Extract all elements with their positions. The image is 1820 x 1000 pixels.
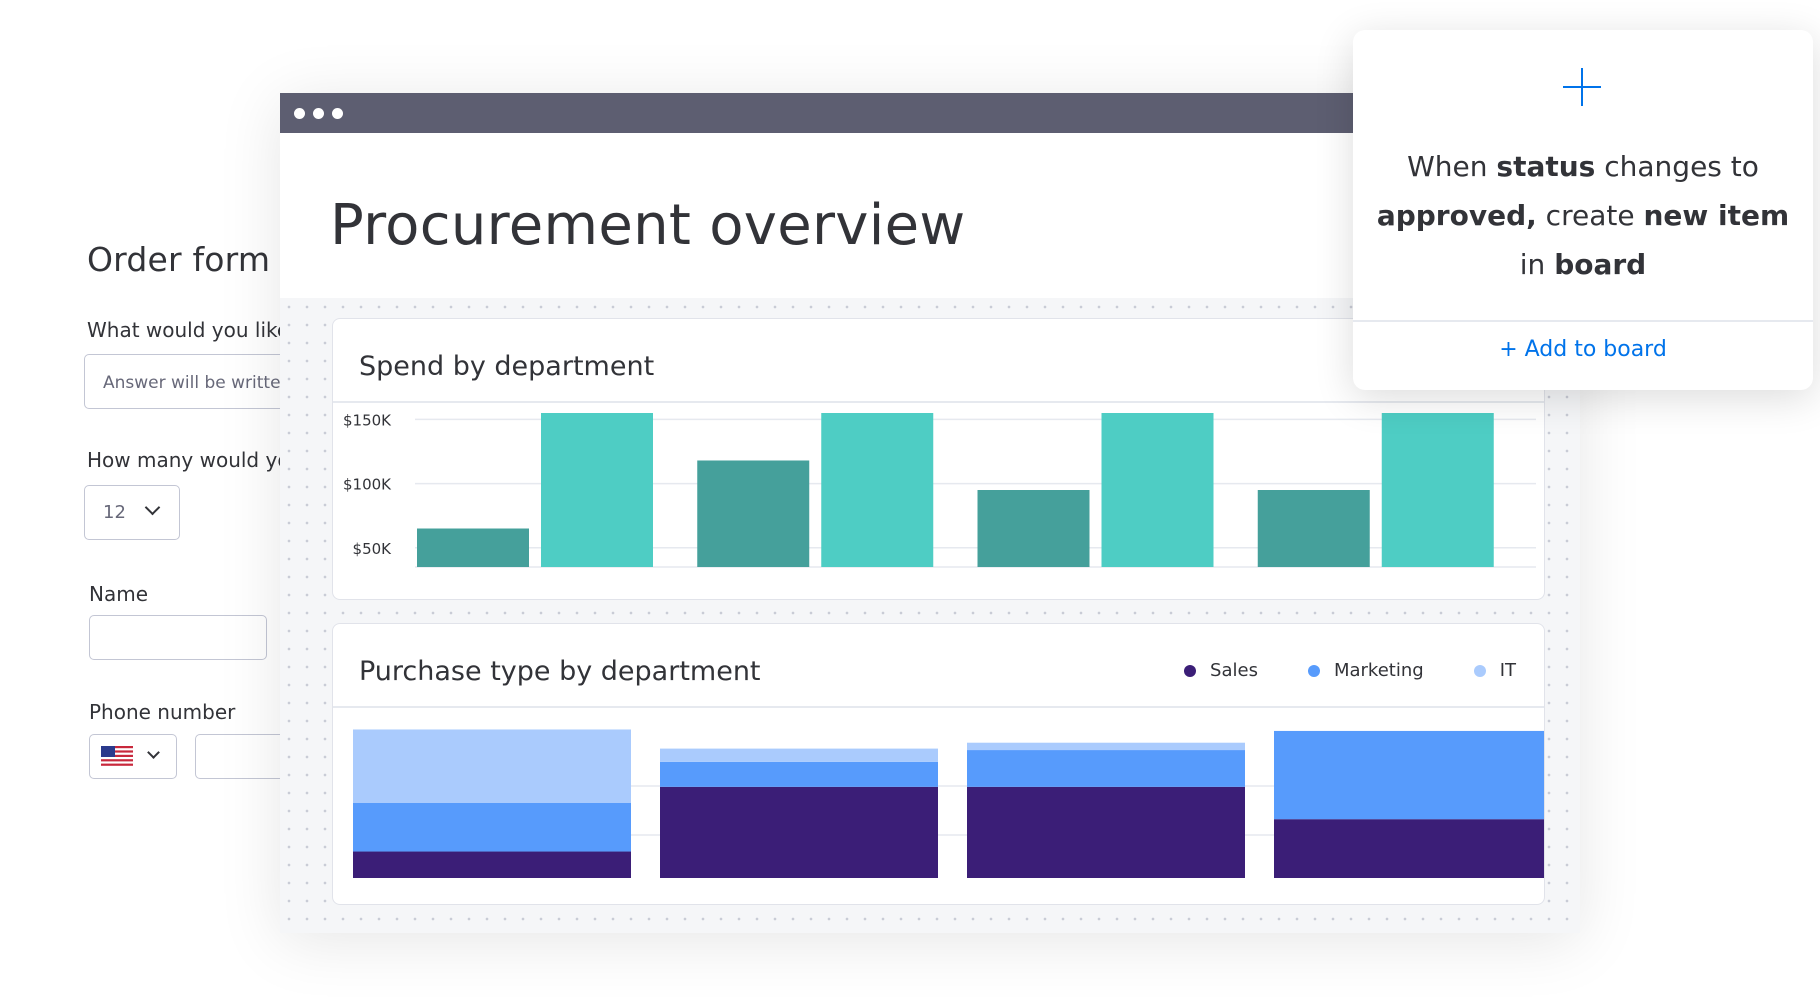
window-dot	[313, 108, 324, 119]
spend-bar-chart: $150K $100K $50K	[343, 411, 1536, 568]
legend-item-sales: Sales	[1184, 660, 1258, 681]
stacked-bar-segment	[660, 786, 938, 878]
automation-card: When status changes to approved, create …	[1353, 30, 1813, 390]
card-divider	[333, 706, 1544, 708]
purchase-stacked-chart	[353, 729, 1544, 878]
name-label: Name	[89, 582, 149, 606]
stacked-bar-segment	[353, 851, 631, 878]
purchase-legend: Sales Marketing IT	[1184, 660, 1516, 681]
legend-dot-icon	[1184, 664, 1197, 677]
rule-text-part: board	[1554, 248, 1647, 281]
spend-card-title: Spend by department	[359, 351, 655, 382]
legend-label-it: IT	[1499, 660, 1516, 681]
quantity-select[interactable]: 12	[84, 485, 180, 540]
stacked-bar-segment	[967, 742, 1245, 751]
answer-placeholder: Answer will be written	[103, 373, 292, 393]
rule-text-part: approved,	[1376, 199, 1537, 232]
spend-bar	[1381, 413, 1494, 567]
dashboard-window: Procurement overview Spend by department…	[280, 93, 1580, 933]
legend-dot-icon	[1473, 664, 1486, 677]
card-divider	[333, 401, 1544, 403]
rule-text-part: status	[1496, 150, 1596, 183]
stacked-bar-segment	[660, 761, 938, 787]
rule-text-part: create	[1536, 199, 1644, 232]
stacked-bar-segment	[967, 750, 1245, 787]
rule-text-part: new item	[1643, 199, 1790, 232]
purchase-type-widget[interactable]: Purchase type by department Sales Market…	[332, 623, 1545, 905]
stacked-bar-segment	[353, 803, 631, 852]
stacked-bar-segment	[1274, 819, 1544, 878]
legend-item-marketing: Marketing	[1307, 660, 1424, 681]
y-tick-label: $50K	[353, 540, 393, 558]
name-input[interactable]	[89, 615, 267, 660]
question-how-many-label: How many would you	[87, 448, 303, 472]
answer-input[interactable]: Answer will be written	[84, 354, 314, 409]
stacked-bar-segment	[353, 729, 631, 803]
spend-by-department-widget[interactable]: Spend by department P $150K$100K$50K	[332, 318, 1545, 600]
rule-text-part: changes to	[1595, 150, 1759, 183]
spend-bar	[541, 413, 653, 567]
us-flag-icon	[101, 746, 133, 768]
card-divider	[1353, 320, 1813, 322]
rule-text-part: in	[1519, 248, 1555, 281]
spend-bar	[1101, 413, 1214, 567]
order-form-title: Order form	[87, 240, 271, 279]
legend-label-sales: Sales	[1210, 660, 1258, 681]
stacked-bar-segment	[1274, 730, 1544, 820]
add-to-board-button[interactable]: + Add to board	[1499, 337, 1667, 362]
spend-bar	[1257, 490, 1370, 567]
country-code-select[interactable]	[89, 734, 177, 779]
spend-bar	[821, 413, 934, 567]
stacked-bar-segment	[967, 786, 1245, 878]
quantity-value: 12	[103, 502, 126, 523]
legend-item-it: IT	[1473, 660, 1516, 681]
page-title: Procurement overview	[330, 193, 966, 258]
phone-number-label: Phone number	[89, 700, 236, 724]
legend-dot-icon	[1307, 664, 1320, 677]
window-dot	[332, 108, 343, 119]
spend-bar	[697, 460, 810, 567]
order-form-panel: Order form What would you like Answer wi…	[0, 0, 315, 1000]
stacked-bar-segment	[660, 748, 938, 762]
y-tick-label: $150K	[343, 411, 392, 429]
spend-bar	[977, 490, 1090, 567]
plus-icon[interactable]	[1563, 68, 1601, 106]
chevron-down-icon	[147, 746, 160, 759]
spend-bar	[417, 528, 529, 567]
window-dot	[294, 108, 305, 119]
rule-text-part: When	[1407, 150, 1497, 183]
chevron-down-icon	[144, 499, 161, 516]
y-tick-label: $100K	[343, 476, 392, 494]
automation-rule-text: When status changes to approved, create …	[1373, 142, 1793, 289]
purchase-card-title: Purchase type by department	[359, 656, 761, 687]
legend-label-marketing: Marketing	[1333, 660, 1424, 681]
question-what-label: What would you like	[87, 318, 290, 342]
